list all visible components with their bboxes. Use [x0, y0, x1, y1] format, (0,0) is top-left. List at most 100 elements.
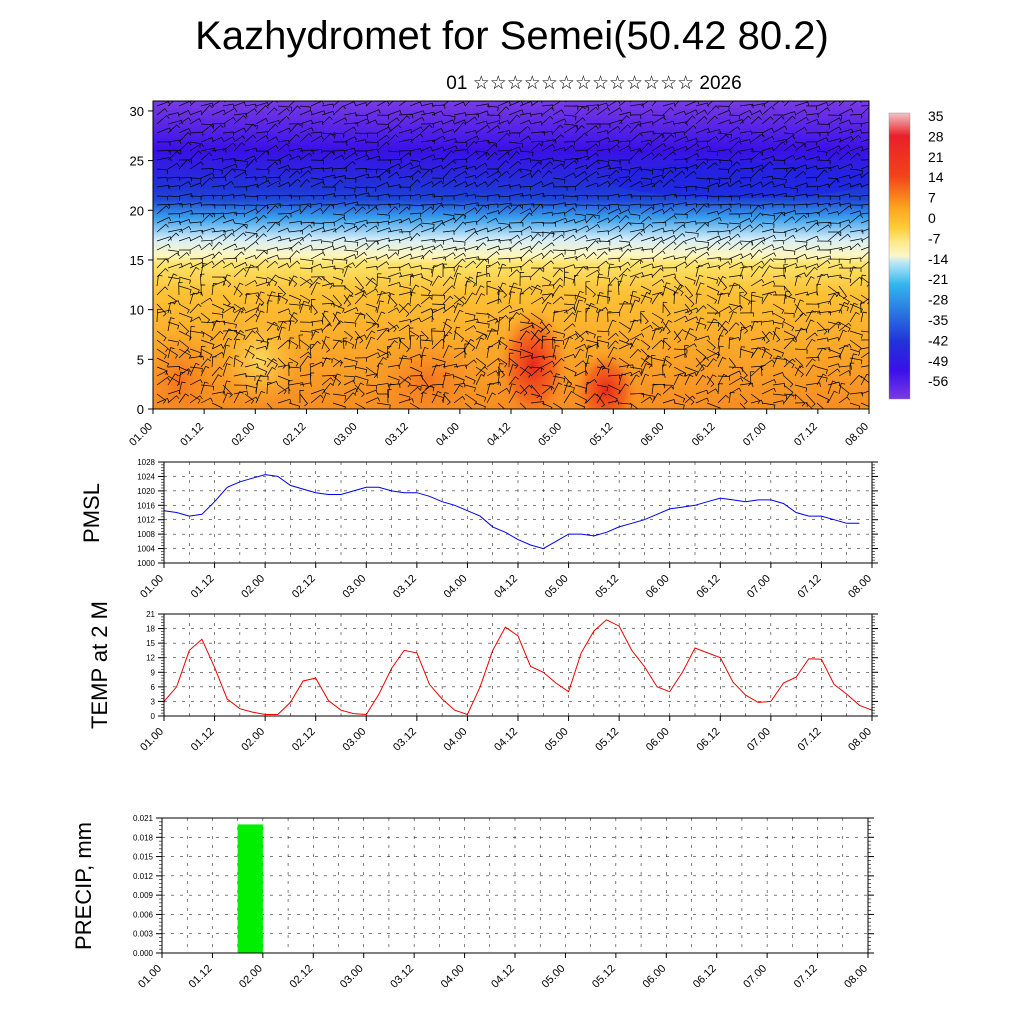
wind-barb: [629, 348, 642, 359]
wind-barb: [552, 310, 559, 323]
wind-barb: [409, 255, 425, 260]
wind-barb: [838, 321, 851, 332]
y-tick-label: 15: [146, 639, 155, 648]
wind-barb: [552, 277, 564, 287]
wind-barb: [849, 101, 862, 107]
wind-barb: [739, 291, 744, 305]
wind-barb: [244, 232, 259, 242]
wind-barb: [453, 141, 468, 147]
x-tick-label: 03.12: [388, 963, 416, 991]
wind-barb: [453, 170, 468, 179]
wind-barb: [552, 268, 564, 278]
wind-barb: [805, 105, 817, 110]
wind-barb: [200, 168, 214, 173]
wind-barb: [618, 243, 632, 251]
wind-barb: [849, 353, 858, 368]
wind-barb: [310, 340, 321, 350]
wind-barb: [849, 303, 863, 314]
wind-barb: [794, 226, 807, 233]
wind-barb: [354, 312, 366, 320]
wind-barb: [827, 101, 841, 107]
colorbar-label: 7: [928, 190, 936, 206]
wind-barb: [277, 321, 287, 332]
wind-barb: [519, 212, 533, 224]
wind-barb: [222, 294, 231, 307]
x-tick-label: 01.00: [136, 963, 164, 991]
colorbar-label: -28: [928, 292, 948, 308]
wind-barb: [464, 292, 476, 305]
wind-barb: [365, 352, 381, 359]
wind-barb: [805, 146, 821, 152]
wind-barb: [530, 159, 542, 165]
wind-barb: [673, 101, 680, 107]
wind-barb: [827, 309, 843, 314]
wind-barb: [827, 293, 838, 305]
wind-barb: [343, 240, 359, 247]
wind-barb: [288, 276, 298, 288]
wind-barb: [761, 387, 777, 395]
wind-barb: [706, 276, 719, 284]
wind-barb: [233, 330, 246, 340]
wind-barb: [684, 343, 697, 350]
wind-barb: [431, 120, 444, 125]
wind-barb: [596, 159, 609, 166]
wind-barb: [761, 244, 775, 251]
wind-barb: [739, 326, 746, 341]
wind-barb: [541, 402, 553, 409]
wind-barb: [673, 202, 688, 207]
wind-barb: [597, 123, 611, 128]
wind-barb: [233, 251, 245, 260]
wind-barb: [178, 303, 190, 314]
wind-barb: [684, 372, 697, 377]
wind-barb: [343, 392, 357, 404]
wind-barb: [211, 391, 226, 396]
wind-barb: [354, 259, 368, 269]
wind-barb: [574, 330, 584, 343]
wind-barb: [431, 202, 443, 207]
wind-barb: [860, 302, 865, 314]
wind-barb: [266, 382, 272, 395]
wind-barb: [596, 273, 603, 287]
wind-barb: [651, 240, 665, 251]
wind-barb: [464, 165, 477, 171]
wind-barb: [684, 101, 700, 107]
wind-barb: [563, 160, 578, 170]
wind-barb: [486, 178, 499, 188]
wind-barb: [640, 236, 656, 242]
wind-barb: [420, 346, 429, 359]
wind-barb: [640, 152, 655, 161]
wind-barb: [475, 204, 489, 210]
x-tick-label: 04.12: [485, 421, 513, 449]
wind-barb: [387, 110, 402, 116]
wind-barb: [519, 245, 532, 251]
wind-barb: [596, 365, 606, 377]
wind-barb: [255, 135, 269, 143]
wind-barb: [761, 213, 776, 220]
wind-barb: [827, 263, 843, 269]
wind-barb: [233, 391, 244, 404]
wind-barb: [200, 312, 211, 324]
wind-barb: [849, 302, 858, 314]
wind-barb: [640, 291, 651, 305]
wind-barb: [464, 359, 477, 368]
wind-barb: [739, 224, 753, 233]
wind-barb: [805, 211, 820, 217]
wind-barb: [706, 195, 720, 201]
y-tick-label: 18: [146, 625, 155, 634]
wind-barb: [750, 212, 764, 224]
wind-barb: [772, 203, 785, 209]
wind-barb: [453, 375, 465, 384]
wind-barb: [629, 275, 640, 287]
wind-barb: [838, 245, 852, 251]
wind-barb: [442, 266, 455, 272]
wind-barb: [255, 366, 268, 376]
wind-barb: [365, 256, 378, 261]
wind-barb: [156, 258, 169, 269]
wind-barb: [750, 151, 764, 161]
series-line: [163, 474, 860, 550]
wind-barb: [266, 101, 278, 107]
wind-barb: [200, 381, 209, 395]
wind-barb: [761, 292, 773, 305]
wind-barb: [750, 300, 756, 314]
wind-barb: [442, 331, 453, 341]
